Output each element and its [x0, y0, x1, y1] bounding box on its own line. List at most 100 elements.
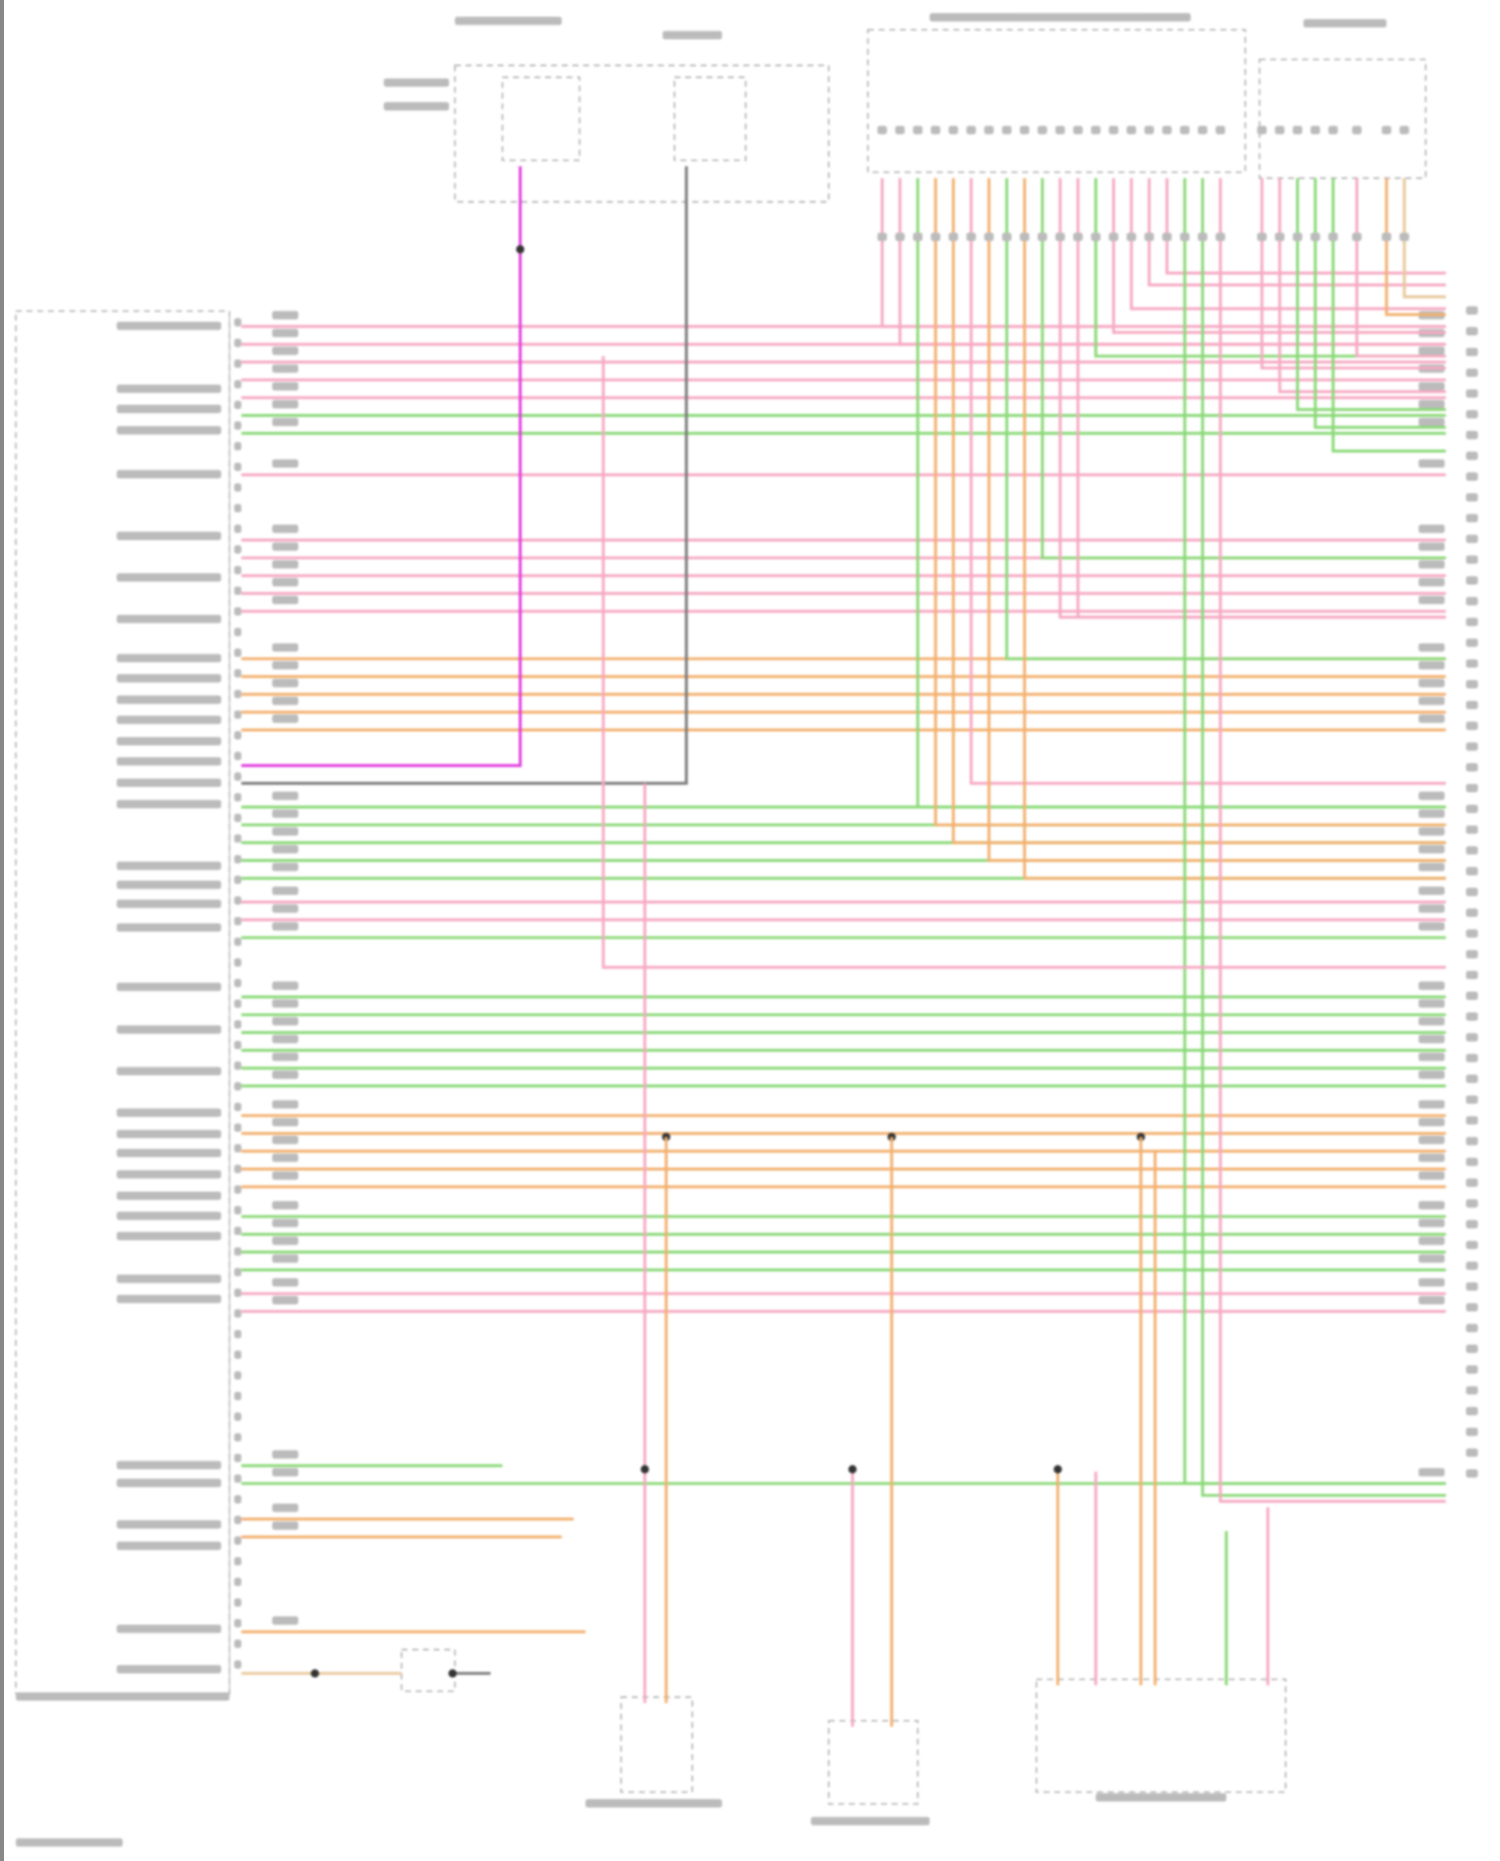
pin-number: [234, 793, 242, 802]
pin-label: [116, 1460, 222, 1470]
wire-label-vertical: [984, 232, 994, 242]
pin-number: [234, 1226, 242, 1236]
pin-number: [234, 1474, 242, 1483]
right-pin-number: [1466, 950, 1478, 959]
wire-label: [1418, 1278, 1445, 1287]
pin-label: [116, 982, 222, 992]
pin-number: [234, 586, 242, 595]
wire-label-vertical: [1310, 232, 1321, 242]
right-pin-number: [1466, 410, 1478, 419]
pin-label: [116, 1170, 222, 1179]
wire-label: [272, 1135, 299, 1145]
pin-label: [116, 1624, 222, 1634]
splice-dot: [448, 1669, 457, 1678]
pin-number: [234, 400, 242, 410]
wire-label-vertical: [1108, 232, 1119, 242]
pin-label-vertical: [1292, 125, 1303, 135]
wire-label: [1418, 524, 1445, 533]
pin-label-vertical: [1215, 125, 1226, 135]
right-pin-number: [1466, 1199, 1478, 1208]
pin-number: [234, 648, 242, 657]
pin-number: [234, 1185, 242, 1194]
pin-label-vertical: [1091, 125, 1101, 135]
wire-label-vertical: [1091, 232, 1101, 242]
wire-label: [1418, 827, 1445, 836]
right-pin-number: [1466, 1012, 1478, 1021]
wire-orange: [987, 178, 1446, 862]
pin-number: [234, 1040, 242, 1050]
wire-label: [272, 661, 299, 670]
wire-label-vertical: [1037, 232, 1048, 242]
wire-pink: [601, 356, 1446, 969]
pin-label: [116, 1066, 222, 1076]
wire-label: [272, 981, 299, 990]
pin-number: [234, 1557, 242, 1566]
relay-box-title: [662, 30, 722, 40]
wire-label: [1418, 578, 1445, 587]
right-pin-number: [1466, 1303, 1478, 1312]
right-pin-number: [1466, 534, 1478, 544]
pin-number: [234, 1164, 242, 1174]
right-pin-number: [1466, 1261, 1478, 1270]
wire-label: [1418, 542, 1445, 551]
pin-number: [234, 669, 242, 678]
pin-number: [234, 1639, 242, 1648]
wire-pink: [880, 178, 1446, 328]
pin-number: [234, 1268, 242, 1277]
wire-green: [1040, 178, 1446, 560]
pin-number: [234, 462, 242, 472]
pin-label: [116, 1148, 222, 1158]
wire-pink: [1076, 178, 1446, 619]
pin-label: [116, 861, 222, 870]
pin-number: [234, 1433, 242, 1442]
pin-number: [234, 565, 242, 575]
wire-label: [272, 1201, 299, 1210]
pin-number: [234, 1329, 242, 1339]
right-pin-number: [1466, 659, 1478, 668]
pin-number: [234, 607, 242, 616]
wire-label: [1418, 595, 1445, 605]
wire-label-vertical: [877, 232, 887, 242]
wire-pink: [969, 178, 1446, 785]
pin-label: [116, 531, 222, 541]
pin-label-vertical: [895, 125, 905, 135]
wire-green: [916, 178, 1446, 809]
pin-number: [234, 875, 242, 884]
pin-label: [116, 674, 222, 683]
splice-dot: [887, 1132, 896, 1142]
wire-label: [272, 1153, 299, 1162]
right-pin-number: [1466, 700, 1478, 710]
pin-number: [234, 772, 242, 781]
wire-label: [272, 1296, 299, 1305]
wire-orange: [934, 178, 1446, 827]
wire-orange: [1023, 178, 1446, 880]
wire-label: [1418, 1017, 1445, 1026]
wire-label: [1418, 1218, 1445, 1228]
pin-label-vertical: [1328, 125, 1338, 135]
splice-dot: [516, 245, 525, 254]
pin-label: [116, 799, 222, 809]
wire-tan: [1402, 178, 1446, 299]
pin-label: [116, 1211, 222, 1221]
wire-label: [1418, 1034, 1445, 1044]
pin-label-vertical: [913, 125, 923, 135]
bottom-module-3-box: [1035, 1678, 1287, 1793]
wire-label: [272, 809, 299, 818]
pin-number: [234, 318, 242, 327]
wire-label: [272, 862, 299, 872]
splice-dot: [310, 1669, 320, 1678]
wire-label: [1418, 400, 1445, 409]
bottom-module-1-box: [620, 1696, 694, 1793]
right-pin-number: [1466, 1074, 1478, 1083]
pin-number: [234, 1309, 242, 1318]
wire-label: [272, 1503, 299, 1512]
right-pin-number: [1466, 970, 1478, 980]
wire-label: [1418, 904, 1445, 913]
wire-label: [1418, 417, 1445, 427]
wire-green: [1183, 178, 1446, 1485]
pin-label-vertical: [1257, 125, 1267, 135]
pin-number: [234, 731, 242, 740]
right-pin-number: [1466, 804, 1478, 814]
pin-number: [234, 751, 242, 761]
pin-label: [116, 715, 222, 725]
